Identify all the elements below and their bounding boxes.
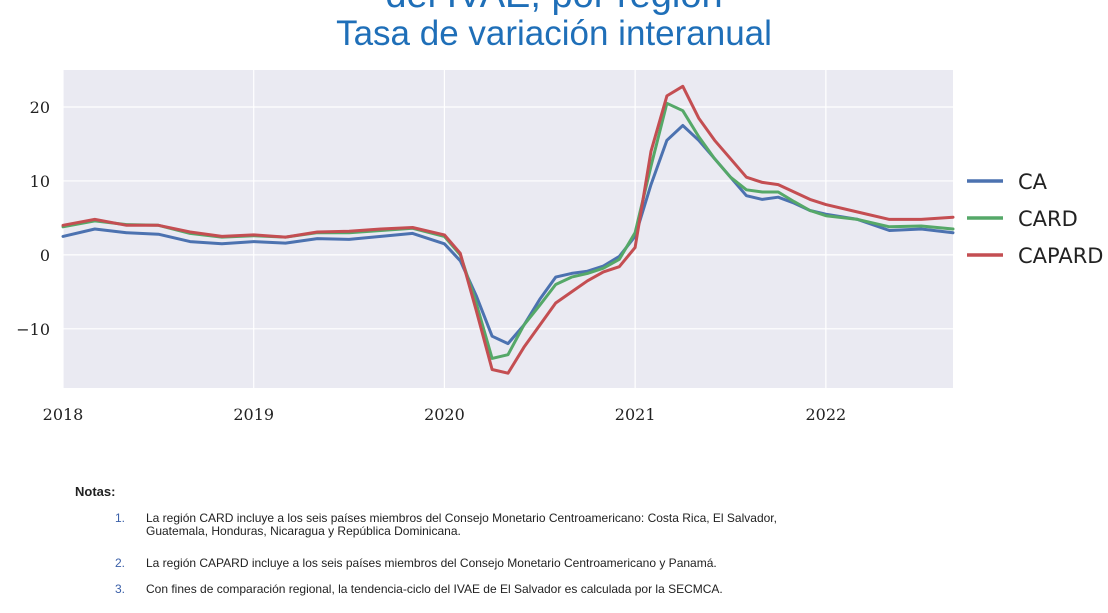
notes-heading: Notas:	[75, 484, 116, 499]
y-tick-label: 10	[30, 172, 50, 191]
note-text-line: La región CAPARD incluye a los seis país…	[146, 556, 717, 570]
y-tick-labels: 20 10 0 −10	[16, 98, 50, 339]
note-number: 2.	[115, 556, 126, 570]
note-number: 1.	[115, 511, 126, 525]
y-tick-label: 20	[30, 98, 50, 117]
x-tick-label: 2021	[615, 405, 656, 424]
x-tick-label: 2020	[424, 405, 465, 424]
series-line-ca	[61, 124, 955, 346]
chart-title-area: del IVAE, por región Tasa de variación i…	[0, 0, 1108, 60]
note-text-line: La región CARD incluye a los seis países…	[146, 511, 777, 525]
x-tick-label: 2018	[43, 405, 84, 424]
note-text-line: Guatemala, Honduras, Nicaragua y Repúbli…	[146, 524, 461, 538]
chart-title: Tasa de variación interanual	[336, 14, 772, 53]
note-number: 3.	[115, 582, 126, 596]
x-tick-label: 2019	[233, 405, 274, 424]
legend-label-capard: CAPARD	[1018, 244, 1103, 268]
legend-label-card: CARD	[1018, 207, 1078, 231]
legend-label-ca: CA	[1018, 170, 1048, 194]
y-tick-label: 0	[40, 246, 50, 265]
chart-title-partial: del IVAE, por región	[0, 0, 1108, 17]
x-tick-labels: 2018 2019 2020 2021 2022	[43, 405, 847, 424]
x-tick-label: 2022	[805, 405, 846, 424]
series-lines	[61, 84, 955, 375]
line-chart: 20 10 0 −10 2018 2019 2020 2021 2022 CA CARD CAPA…	[16, 70, 1103, 424]
grid-lines	[62, 70, 953, 388]
legend: CA CARD CAPARD	[967, 170, 1103, 268]
plot-background	[63, 70, 953, 388]
note-text-line: Con fines de comparación regional, la te…	[146, 582, 723, 596]
y-tick-label: −10	[16, 320, 50, 339]
series-line-capard	[61, 84, 955, 375]
